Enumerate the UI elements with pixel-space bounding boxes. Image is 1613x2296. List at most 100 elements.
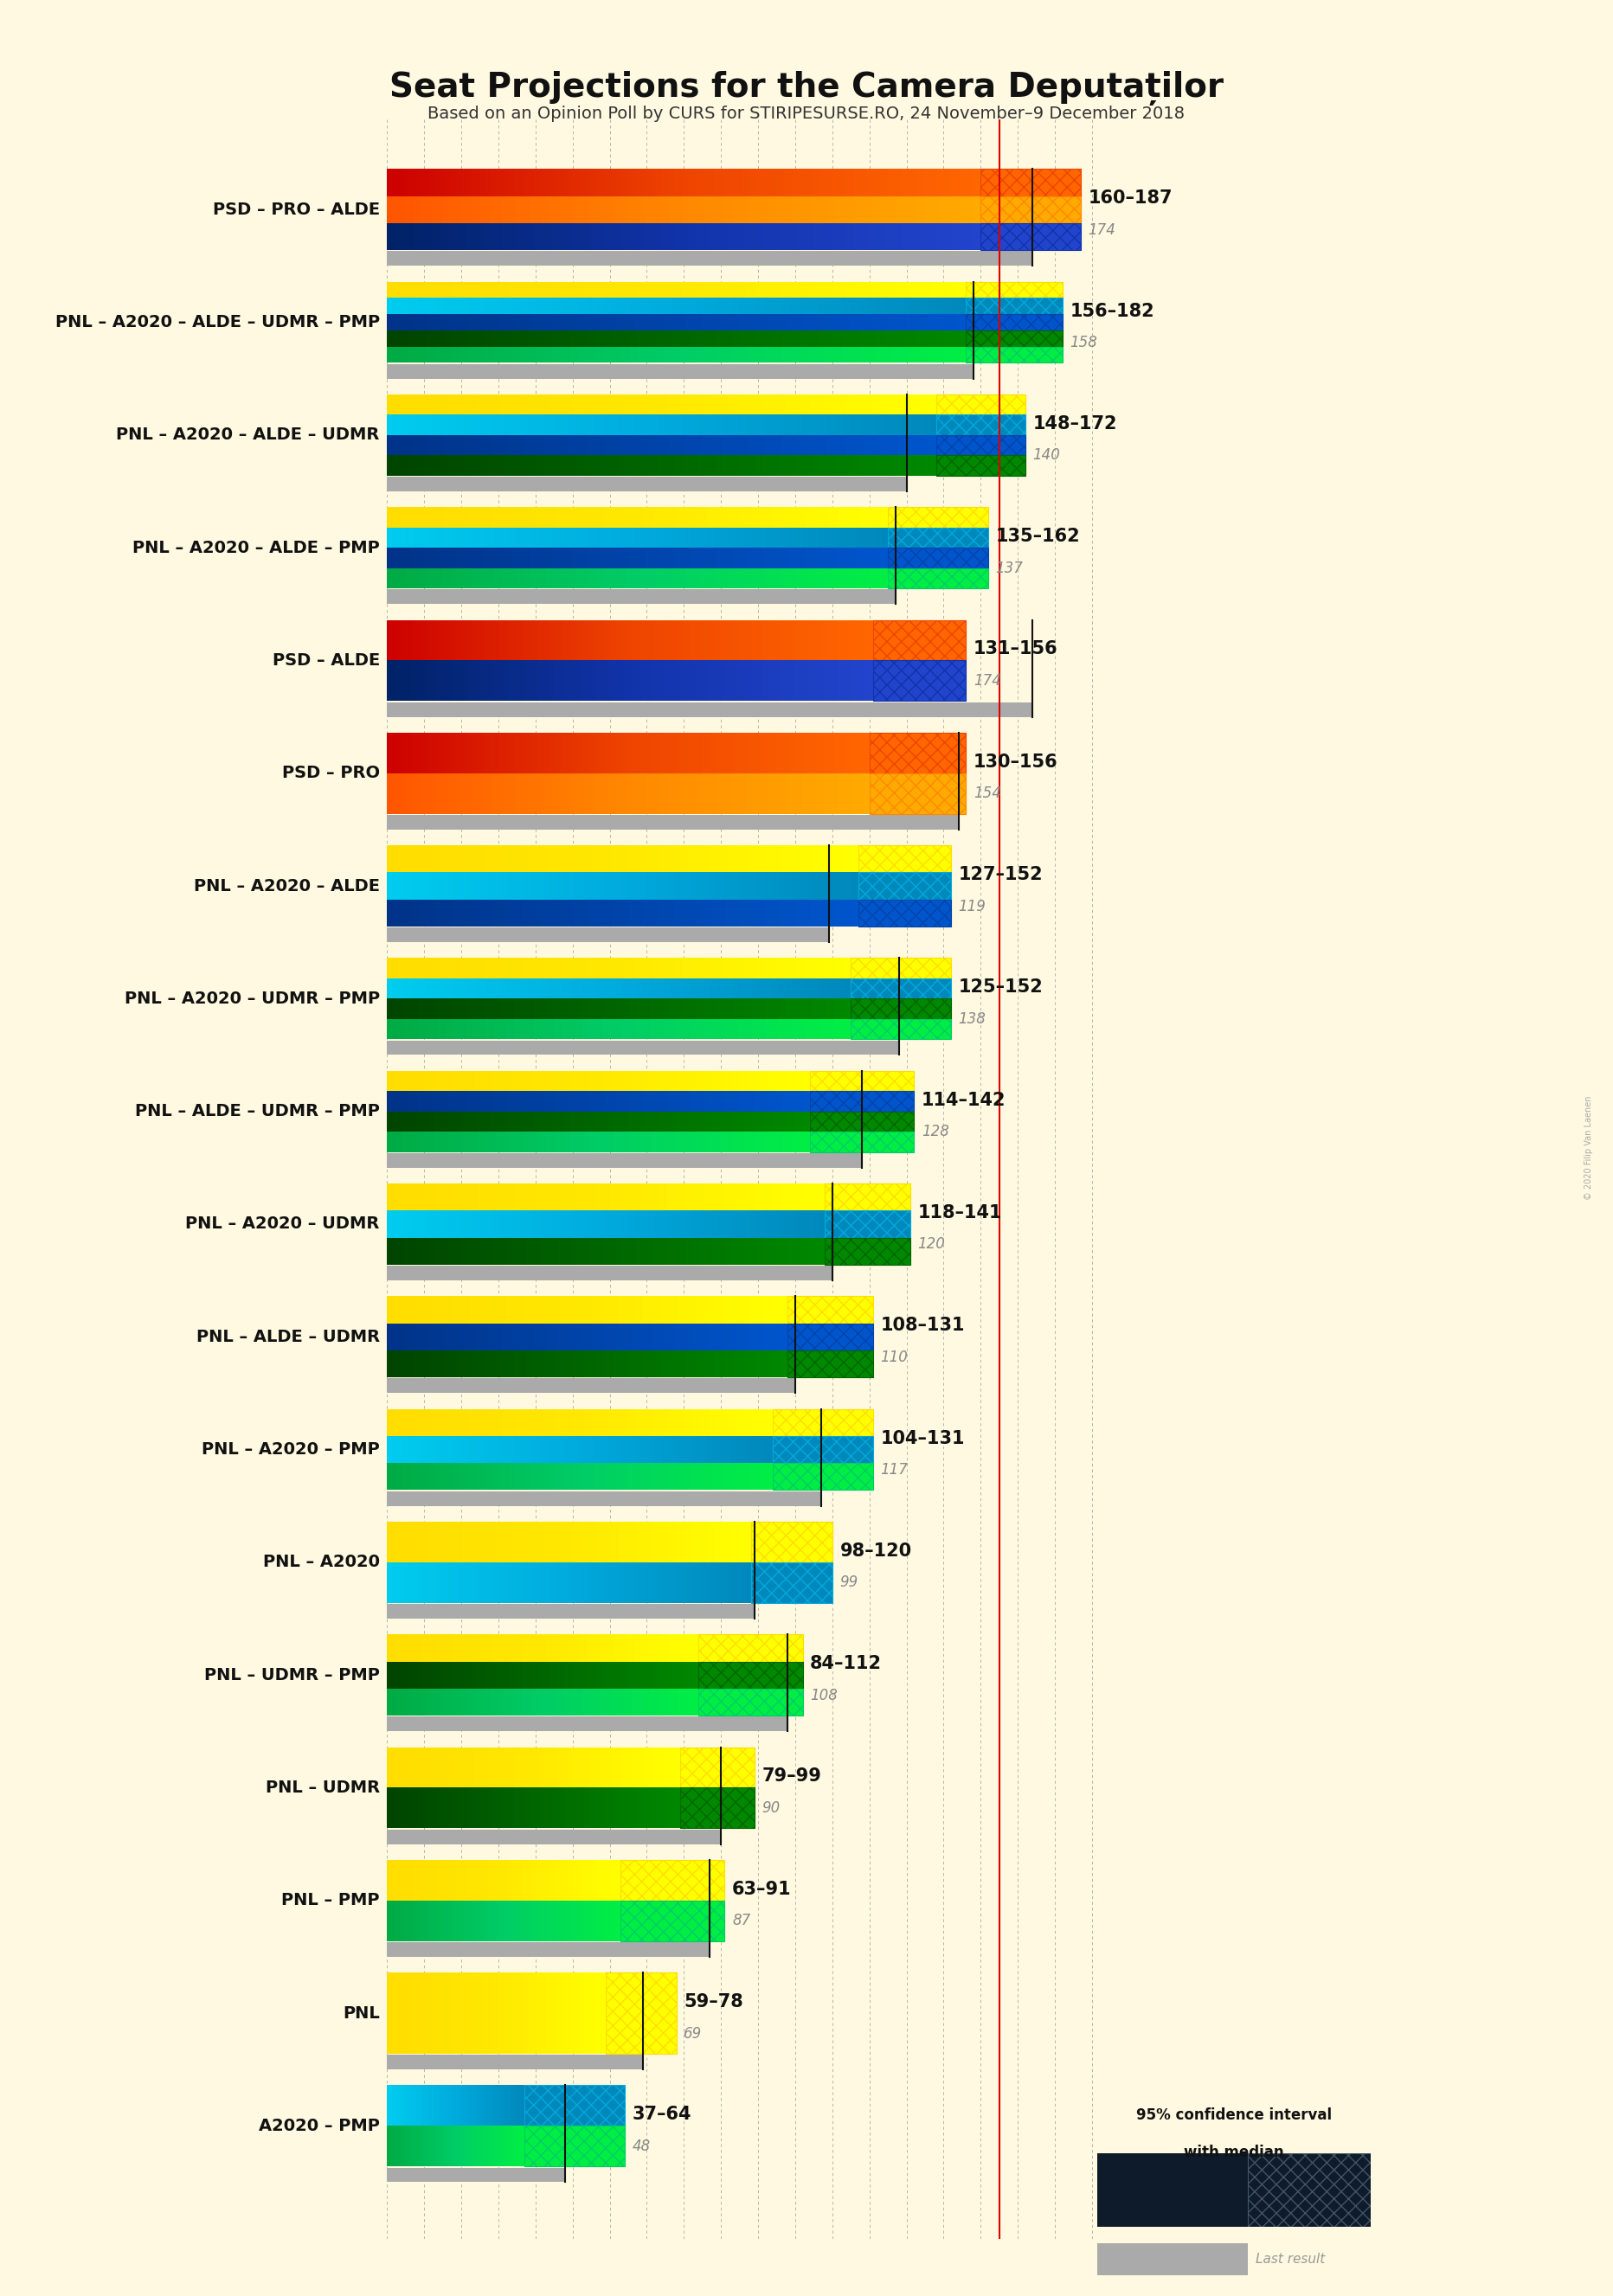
Bar [569, 900, 571, 928]
Bar [739, 1019, 740, 1040]
Bar [777, 661, 779, 700]
Bar [773, 1019, 774, 1040]
Bar [444, 549, 445, 567]
Bar [742, 455, 744, 475]
Bar [789, 872, 790, 900]
Bar [505, 845, 506, 872]
Bar [634, 395, 636, 416]
Bar [552, 282, 553, 298]
Bar [463, 416, 465, 434]
Bar [637, 1019, 639, 1040]
Bar [748, 732, 750, 774]
Bar [544, 900, 545, 928]
Bar [521, 957, 523, 978]
Bar [926, 223, 927, 250]
Bar [389, 331, 392, 347]
Text: 119: 119 [958, 898, 986, 914]
Bar [774, 620, 776, 661]
Bar [797, 845, 798, 872]
Bar [845, 900, 847, 928]
Bar [476, 282, 477, 298]
Bar [473, 900, 474, 928]
Bar [642, 661, 644, 700]
Bar [595, 549, 598, 567]
Bar [719, 774, 721, 813]
Bar [836, 957, 837, 978]
Bar [745, 416, 748, 434]
Bar [537, 507, 539, 528]
Bar [584, 331, 586, 347]
Bar [681, 845, 682, 872]
Bar [498, 620, 500, 661]
Bar [652, 732, 655, 774]
Bar [586, 395, 587, 416]
Bar [668, 395, 669, 416]
Bar [763, 507, 765, 528]
Bar [731, 661, 732, 700]
Bar [411, 957, 413, 978]
Bar [876, 347, 877, 363]
Bar [590, 957, 592, 978]
Bar [815, 528, 816, 549]
Bar [682, 434, 684, 455]
Bar [694, 567, 697, 588]
Bar [852, 872, 853, 900]
Bar [802, 872, 803, 900]
Bar [592, 298, 594, 315]
Bar [713, 331, 715, 347]
Bar [813, 223, 815, 250]
Bar [418, 507, 419, 528]
Bar [631, 957, 632, 978]
Bar [711, 620, 713, 661]
Bar [434, 620, 436, 661]
Bar [736, 661, 737, 700]
Bar [829, 549, 831, 567]
Bar [852, 999, 952, 1019]
Bar [768, 900, 769, 928]
Bar [692, 223, 694, 250]
Bar [802, 999, 803, 1019]
Bar [556, 195, 560, 223]
Bar [919, 298, 921, 315]
Bar [656, 507, 658, 528]
Bar [936, 331, 937, 347]
Bar [671, 957, 673, 978]
Bar [731, 845, 732, 872]
Bar [798, 620, 800, 661]
Bar [744, 549, 747, 567]
Bar [826, 434, 829, 455]
Bar [484, 999, 486, 1019]
Bar [561, 845, 563, 872]
Bar [755, 872, 756, 900]
Bar [644, 434, 645, 455]
Bar [711, 872, 713, 900]
Bar [868, 395, 871, 416]
Bar [498, 282, 502, 298]
Bar [476, 528, 477, 549]
Bar [918, 347, 919, 363]
Bar [926, 434, 927, 455]
Bar [669, 507, 671, 528]
Bar [682, 872, 684, 900]
Bar [839, 620, 840, 661]
Bar [715, 507, 716, 528]
Bar [692, 845, 694, 872]
Bar [806, 620, 808, 661]
Bar [553, 331, 555, 347]
Bar [595, 434, 598, 455]
Bar [824, 434, 826, 455]
Bar [857, 845, 858, 872]
Bar [615, 455, 616, 475]
Bar [674, 298, 677, 315]
Bar [516, 774, 518, 813]
Bar [676, 978, 677, 999]
Bar [432, 957, 434, 978]
Bar [690, 774, 692, 813]
Bar [900, 395, 902, 416]
Bar [587, 455, 589, 475]
Bar [597, 315, 600, 331]
Bar [708, 298, 710, 315]
Bar [448, 978, 450, 999]
Bar [526, 872, 527, 900]
Bar [731, 170, 734, 195]
